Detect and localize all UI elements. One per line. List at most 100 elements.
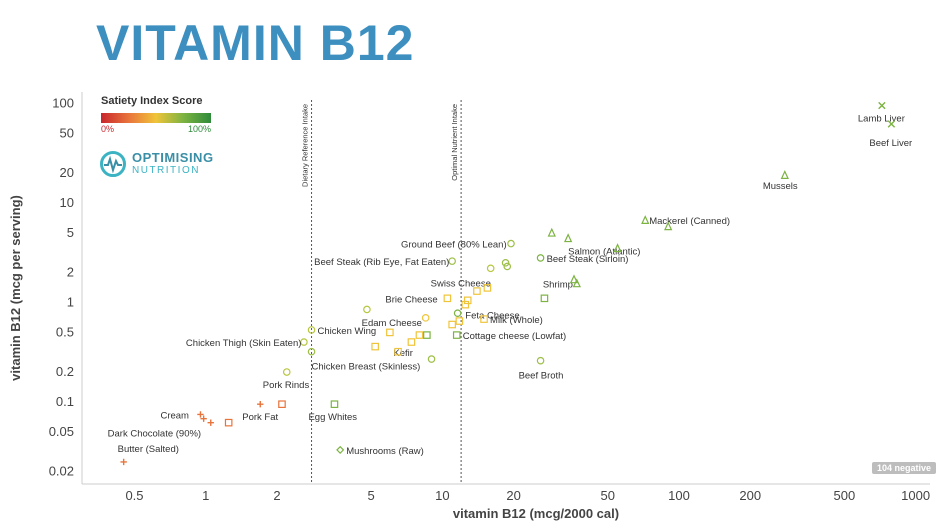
legend-max-label: 100% <box>187 124 211 134</box>
data-point-label: Shrimp <box>543 279 573 290</box>
data-point-square <box>407 338 416 346</box>
x-tick-label: 500 <box>834 488 856 503</box>
logo-line1: OPTIMISING <box>132 150 214 165</box>
data-point-label: Swiss Cheese <box>431 278 491 289</box>
logo-line2: NUTRITION <box>132 165 200 176</box>
data-point-label: Milk (Whole) <box>490 315 543 326</box>
data-point-square <box>394 347 402 356</box>
data-point-plus <box>197 411 204 418</box>
data-point-label: Dark Chocolate (90%) <box>108 429 201 440</box>
x-tick-label: 10 <box>435 488 449 503</box>
data-point-triangle <box>547 227 556 237</box>
data-point-square <box>461 300 470 309</box>
data-point-x <box>887 120 896 128</box>
data-point-square <box>278 400 286 409</box>
optimising-nutrition-logo: OPTIMISING NUTRITION <box>100 151 214 177</box>
data-point-square <box>224 418 233 427</box>
reference-line-label: Optimal Nutrient Intake <box>450 104 459 181</box>
data-point-triangle <box>613 243 622 253</box>
x-tick-label: 0.5 <box>125 488 143 503</box>
data-point-diamond <box>336 445 345 454</box>
data-point-label: Cottage cheese (Lowfat) <box>463 331 567 342</box>
x-tick-label: 1000 <box>901 488 930 503</box>
data-point-label: Salmon (Atlantic) <box>568 246 640 257</box>
legend-min-label: 0% <box>101 124 115 134</box>
x-tick-label: 1 <box>202 488 209 503</box>
data-point-label: Lamb Liver <box>858 114 905 125</box>
data-point-label: Pork Rinds <box>263 380 310 391</box>
data-point-label: Chicken Thigh (Skin Eaten) <box>186 338 301 349</box>
legend-color-bar <box>101 113 211 123</box>
data-point-plus <box>120 458 127 466</box>
data-point-label: Egg Whites <box>308 412 357 423</box>
x-tick-label: 20 <box>506 488 520 503</box>
data-point-square <box>452 331 461 339</box>
data-point-circle <box>536 356 545 365</box>
data-point-plus <box>200 415 207 422</box>
data-point-label: Beef Broth <box>519 371 564 382</box>
y-axis-label: vitamin B12 (mcg per serving) <box>8 195 23 381</box>
data-point-circle <box>536 254 545 262</box>
data-point-circle <box>307 326 316 334</box>
data-point-triangle <box>664 221 673 231</box>
data-point-square <box>448 320 456 329</box>
y-tick-label: 1 <box>67 294 74 309</box>
data-point-circle <box>307 347 316 356</box>
data-point-square <box>480 315 488 323</box>
y-tick-label: 2 <box>67 264 74 279</box>
data-point-square <box>443 294 452 303</box>
y-tick-label: 0.05 <box>49 424 74 439</box>
data-point-square <box>423 331 431 339</box>
page-title: VITAMIN B12 <box>96 15 415 71</box>
data-point-label: Ground Beef (80% Lean) <box>401 240 507 251</box>
data-point-label: Mushrooms (Raw) <box>346 446 424 457</box>
y-tick-label: 20 <box>60 165 74 180</box>
data-point-label: Edam Cheese <box>362 318 422 329</box>
data-point-label: Butter (Salted) <box>118 444 179 455</box>
x-tick-label: 100 <box>668 488 690 503</box>
data-point-circle <box>363 305 371 314</box>
y-tick-label: 10 <box>60 195 74 210</box>
data-point-label: Feta Cheese <box>465 311 519 322</box>
data-point-label: Kefir <box>393 348 413 359</box>
data-point-square <box>455 317 464 325</box>
y-tick-label: 5 <box>67 225 74 240</box>
data-point-label: Beef Steak (Sirloin) <box>547 254 629 265</box>
data-point-x <box>878 101 886 110</box>
y-tick-label: 0.02 <box>49 464 74 479</box>
data-point-square <box>330 400 339 409</box>
data-point-label: Mussels <box>763 181 798 192</box>
data-point-plus <box>257 401 264 408</box>
y-tick-label: 0.1 <box>56 394 74 409</box>
data-point-square <box>483 284 492 292</box>
data-point-label: Chicken Wing <box>318 326 377 337</box>
data-point-label: Chicken Breast (Skinless) <box>312 362 421 373</box>
data-point-circle <box>486 264 495 273</box>
data-point-label: Mackerel (Canned) <box>649 216 730 227</box>
negative-count-badge: 104 negative <box>872 462 937 474</box>
data-point-label: Beef Steak (Rib Eye, Fat Eaten) <box>314 257 449 268</box>
data-point-label: Pork Fat <box>242 412 278 423</box>
data-point-square <box>540 294 549 303</box>
x-tick-label: 200 <box>739 488 761 503</box>
reference-line-label: Dietary Reference Intake <box>301 104 310 187</box>
data-point-triangle <box>563 233 573 243</box>
y-tick-label: 0.2 <box>56 364 74 379</box>
data-point-square <box>463 296 472 305</box>
data-point-label: Brie Cheese <box>385 294 437 305</box>
x-tick-label: 2 <box>273 488 280 503</box>
data-point-square <box>386 328 394 337</box>
x-tick-label: 50 <box>601 488 615 503</box>
data-point-circle <box>421 314 430 322</box>
data-point-circle <box>501 259 510 267</box>
data-point-square <box>371 342 379 351</box>
legend-title: Satiety Index Score <box>101 95 203 107</box>
data-point-square <box>415 331 424 339</box>
data-point-circle <box>503 262 512 271</box>
y-tick-label: 50 <box>60 125 74 140</box>
data-point-circle <box>507 239 515 248</box>
satiety-legend: Satiety Index Score 0% 100% <box>101 95 211 134</box>
data-point-circle <box>300 338 308 346</box>
x-axis-label: vitamin B12 (mcg/2000 cal) <box>453 506 619 521</box>
